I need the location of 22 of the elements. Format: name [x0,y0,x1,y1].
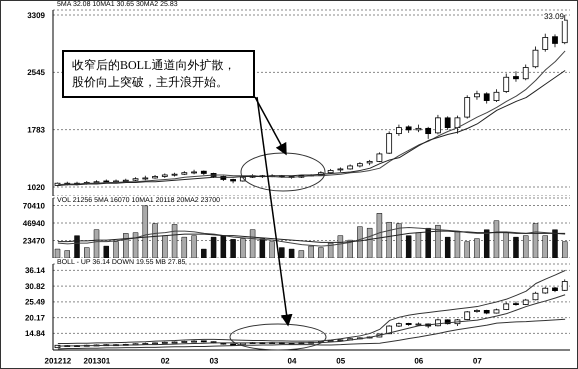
y-tick-label: 1783 [27,125,46,134]
x-tick-label: 201301 [84,356,111,366]
x-tick-label: 07 [472,356,482,366]
y-tick-label: 30.82 [24,282,46,291]
y-tick-label: 1020 [27,182,46,192]
y-tick-label: 25.49 [24,298,46,307]
y-tick-label: 23470 [22,236,46,246]
annotation: 收窄后的BOLL通道向外扩散，股价向上突破，主升浪开始。 [62,50,255,98]
x-tick-label: 02 [160,356,170,366]
y-tick-label: 20.17 [24,313,46,322]
x-tick-label: 04 [288,356,297,366]
y-tick-label: 46940 [22,218,46,228]
annotation: 33.09 [544,12,564,21]
x-tick-label: 06 [414,356,424,366]
x-tick-label: 05 [336,356,346,366]
y-tick-label: 14.84 [24,329,46,338]
y-tick-label: 70410 [22,201,46,210]
y-tick-label: 2545 [27,68,46,78]
y-tick-label: 36.14 [24,266,46,276]
x-tick-label: 03 [210,356,219,366]
y-tick-label: 3309 [27,10,46,20]
x-tick-label: 201212 [44,356,72,366]
